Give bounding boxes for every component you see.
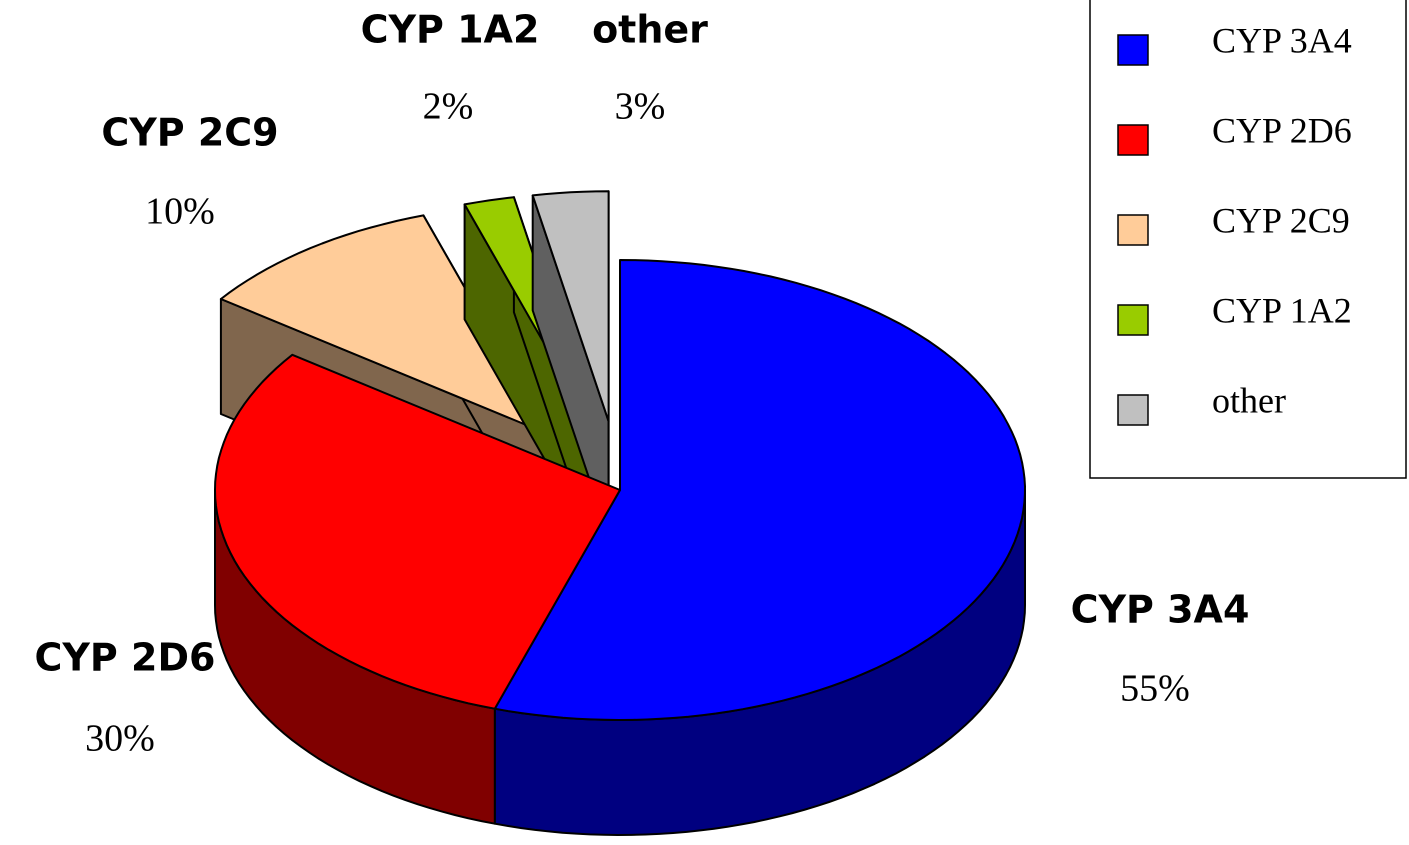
legend-swatch [1117,394,1149,426]
slice-value-label: 10% [145,191,215,233]
legend-swatch [1117,214,1149,246]
slice [214,353,621,710]
legend-label: other [1212,380,1286,420]
slice-value-label: 55% [1120,668,1190,710]
slice [493,259,1026,721]
legend-swatch [1117,34,1149,66]
pie [214,190,1026,836]
slice [219,214,550,436]
slice-label: CYP 3A4 [1071,588,1250,632]
legend-swatch [1117,124,1149,156]
slice-label: other [592,8,708,52]
slice [531,190,610,423]
legend-label: CYP 3A4 [1212,20,1352,60]
slice-value-label: 2% [423,86,474,128]
slice-value-label: 3% [615,86,666,128]
slice-label: CYP 2C9 [101,111,278,155]
slice-label: CYP 1A2 [361,8,540,52]
slice-value-label: 30% [85,718,155,760]
legend-label: CYP 2C9 [1212,200,1350,240]
legend: CYP 3A4 CYP 2D6 CYP 2C9 CYP 1A2 other [1089,0,1407,479]
legend-label: CYP 1A2 [1212,290,1352,330]
legend-label: CYP 2D6 [1212,110,1352,150]
slice-label: CYP 2D6 [35,636,216,680]
legend-swatch [1117,304,1149,336]
